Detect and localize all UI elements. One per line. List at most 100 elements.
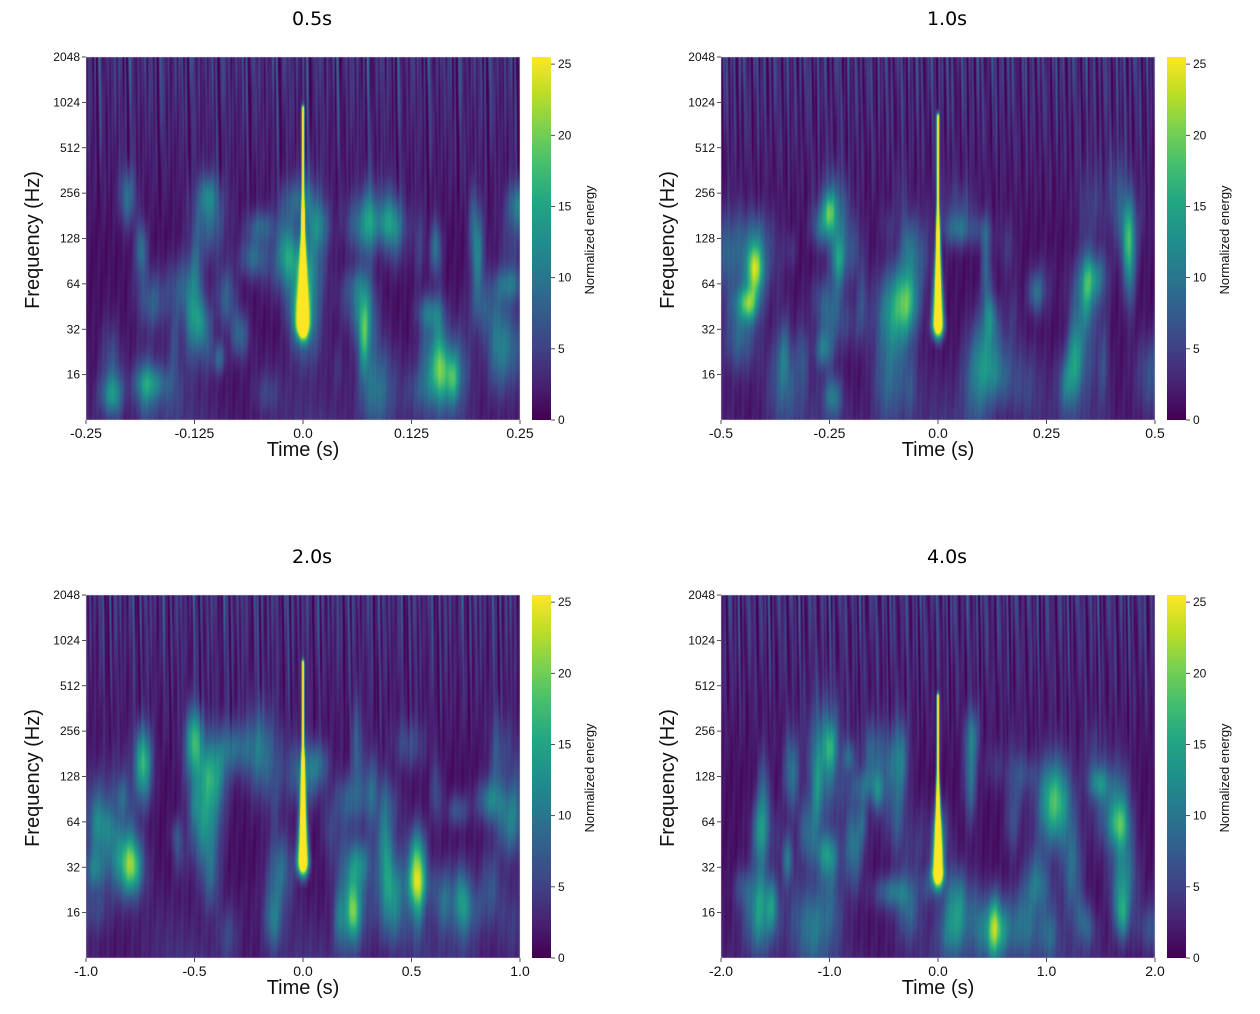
y-ticks: 16 32 64 128 256 512 1024 2048 — [688, 588, 721, 920]
x-tick-label: -0.25 — [70, 425, 102, 441]
x-tick-label: -0.5 — [709, 425, 733, 441]
colorbar-tick-label: 25 — [1193, 595, 1207, 609]
y-tick-label: 2048 — [53, 50, 80, 64]
x-tick-label: -0.25 — [814, 425, 846, 441]
colorbar-ticks: 0 5 10 15 20 25 — [1186, 595, 1207, 965]
y-tick-label: 128 — [695, 232, 715, 246]
x-axis-label: Time (s) — [267, 439, 340, 461]
y-ticks: 16 32 64 128 256 512 1024 2048 — [53, 588, 86, 920]
x-tick-label: 0.5 — [402, 963, 422, 979]
x-tick-label: 0.0 — [928, 425, 948, 441]
colorbar-label: Normalized energy — [1217, 723, 1232, 833]
x-tick-label: 1.0 — [1037, 963, 1057, 979]
colorbar-label: Normalized energy — [582, 723, 597, 833]
y-tick-label: 16 — [67, 368, 81, 382]
colorbar-ticks: 0 5 10 15 20 25 — [551, 595, 572, 965]
y-tick-label: 512 — [60, 141, 80, 155]
x-tick-label: 0.0 — [293, 425, 313, 441]
colorbar-canvas — [532, 595, 551, 958]
colorbar-tick-label: 0 — [1193, 951, 1200, 965]
y-tick-label: 1024 — [53, 95, 80, 109]
colorbar-tick-label: 15 — [1193, 737, 1207, 751]
colorbar-ticks: 0 5 10 15 20 25 — [1186, 57, 1207, 427]
colorbar-tick-label: 5 — [1193, 880, 1200, 894]
x-tick-label: -1.0 — [817, 963, 841, 979]
colorbar — [1167, 595, 1186, 958]
colorbar — [532, 57, 551, 420]
colorbar-tick-label: 0 — [558, 413, 565, 427]
colorbar-tick-label: 20 — [1193, 666, 1207, 680]
y-tick-label: 16 — [702, 906, 716, 920]
chart-title: 1.0s — [927, 8, 967, 30]
y-tick-label: 1024 — [53, 633, 80, 647]
y-tick-label: 128 — [60, 770, 80, 784]
y-axis-label: Frequency (Hz) — [657, 171, 679, 309]
y-axis-label: Frequency (Hz) — [22, 171, 44, 309]
y-tick-label: 128 — [695, 770, 715, 784]
x-ticks: -1.0 -0.5 0.0 0.5 1.0 — [74, 958, 530, 979]
x-ticks: -0.5 -0.25 0.0 0.25 0.5 — [709, 420, 1165, 441]
x-tick-label: 0.5 — [1145, 425, 1165, 441]
x-ticks: -0.25 -0.125 0.0 0.125 0.25 — [70, 420, 534, 441]
y-tick-label: 16 — [702, 368, 716, 382]
x-axis-label: Time (s) — [902, 977, 975, 999]
colorbar-label: Normalized energy — [582, 185, 597, 295]
y-tick-label: 16 — [67, 906, 81, 920]
spectrogram-chart-0: 0.5s 16 32 64 128 256 512 1024 2048 -0.25 -0.125… — [22, 8, 597, 461]
y-tick-label: 2048 — [53, 588, 80, 602]
colorbar-canvas — [532, 57, 551, 420]
colorbar-canvas — [1167, 57, 1186, 420]
colorbar-tick-label: 25 — [558, 595, 572, 609]
colorbar-tick-label: 0 — [558, 951, 565, 965]
colorbar-tick-label: 15 — [558, 737, 572, 751]
y-tick-label: 32 — [702, 322, 716, 336]
colorbar — [1167, 57, 1186, 420]
colorbar-tick-label: 25 — [558, 57, 572, 71]
y-tick-label: 256 — [60, 724, 80, 738]
x-tick-label: -0.125 — [175, 425, 215, 441]
y-axis-label: Frequency (Hz) — [22, 709, 44, 847]
y-tick-label: 128 — [60, 232, 80, 246]
plot-area — [86, 595, 520, 958]
y-tick-label: 512 — [695, 679, 715, 693]
x-tick-label: 2.0 — [1145, 963, 1165, 979]
y-ticks: 16 32 64 128 256 512 1024 2048 — [688, 50, 721, 382]
colorbar-tick-label: 25 — [1193, 57, 1207, 71]
x-tick-label: 0.0 — [293, 963, 313, 979]
y-tick-label: 512 — [60, 679, 80, 693]
colorbar-tick-label: 10 — [558, 809, 572, 823]
colorbar-canvas — [1167, 595, 1186, 958]
y-tick-label: 512 — [695, 141, 715, 155]
x-tick-label: 1.0 — [510, 963, 530, 979]
heatmap-canvas — [86, 595, 520, 958]
y-tick-label: 64 — [702, 815, 716, 829]
x-tick-label: -1.0 — [74, 963, 98, 979]
chart-title: 0.5s — [292, 8, 332, 30]
colorbar-tick-label: 5 — [558, 880, 565, 894]
y-tick-label: 64 — [702, 277, 716, 291]
chart-title: 4.0s — [927, 546, 967, 568]
y-tick-label: 32 — [67, 860, 81, 874]
spectrogram-chart-3: 4.0s 16 32 64 128 256 512 1024 2048 -2.0 -1.0 0.0… — [657, 546, 1232, 999]
spectrogram-panel-1: 1.0s 16 32 64 128 256 512 1024 2048 -0.5 -0.25 0.… — [635, 0, 1260, 507]
y-tick-label: 64 — [67, 277, 81, 291]
spectrogram-panel-0: 0.5s 16 32 64 128 256 512 1024 2048 -0.25 -0.125… — [0, 0, 630, 507]
y-tick-label: 2048 — [688, 50, 715, 64]
colorbar — [532, 595, 551, 958]
heatmap-canvas — [721, 57, 1155, 420]
colorbar-tick-label: 15 — [558, 199, 572, 213]
y-tick-label: 32 — [702, 860, 716, 874]
y-tick-label: 1024 — [688, 633, 715, 647]
y-ticks: 16 32 64 128 256 512 1024 2048 — [53, 50, 86, 382]
colorbar-tick-label: 15 — [1193, 199, 1207, 213]
colorbar-tick-label: 5 — [558, 342, 565, 356]
y-tick-label: 2048 — [688, 588, 715, 602]
heatmap-canvas — [721, 595, 1155, 958]
colorbar-tick-label: 10 — [1193, 809, 1207, 823]
y-tick-label: 64 — [67, 815, 81, 829]
y-axis-label: Frequency (Hz) — [657, 709, 679, 847]
colorbar-tick-label: 5 — [1193, 342, 1200, 356]
colorbar-tick-label: 20 — [558, 666, 572, 680]
chart-title: 2.0s — [292, 546, 332, 568]
x-tick-label: 0.125 — [394, 425, 429, 441]
